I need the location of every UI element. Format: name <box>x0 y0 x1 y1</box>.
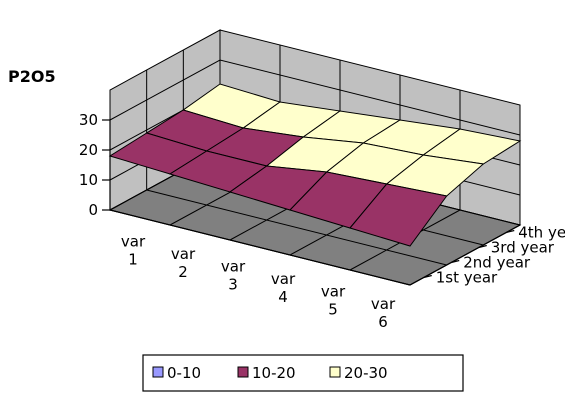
legend-label: 10-20 <box>252 364 296 382</box>
x-tick-label-line: 4 <box>278 288 288 306</box>
x-tick-label: var 4 <box>271 270 296 306</box>
floor-gridline <box>146 189 447 266</box>
legend-swatch <box>152 366 164 378</box>
x-tick-label: var 2 <box>171 245 196 281</box>
surface-plot <box>108 83 522 247</box>
x-axis: var 1 var 2 var 3 var 4 var 5 var 6 <box>109 209 411 331</box>
z-tick-label: 10 <box>79 171 98 189</box>
legend-label: 20-30 <box>344 364 388 382</box>
z-axis-title: P2O5 <box>8 67 56 86</box>
y-tick <box>423 274 432 279</box>
x-tick-label: var 6 <box>371 295 396 331</box>
y-tick <box>506 229 515 234</box>
y-axis-line <box>409 224 521 286</box>
surface-cell <box>349 183 448 247</box>
legend-swatch <box>237 366 249 378</box>
x-tick-label-line: var <box>321 282 346 300</box>
x-tick-label-line: 1 <box>128 250 138 268</box>
y-tick-label: 2nd year <box>463 254 531 272</box>
x-tick-label: var 3 <box>221 257 246 293</box>
y-tick-label: 3rd year <box>491 239 555 257</box>
x-tick-label-line: var <box>121 232 146 250</box>
x-tick-label-line: 6 <box>378 313 388 331</box>
x-tick-label: var 5 <box>321 282 346 318</box>
y-tick-label: 4th year <box>518 224 565 242</box>
legend-swatch <box>329 366 341 378</box>
legend-label: 0-10 <box>167 364 201 382</box>
y-tick <box>451 259 460 264</box>
x-tick-label: var 1 <box>121 232 146 268</box>
z-tick-label: 0 <box>88 201 98 219</box>
y-tick-label: 1st year <box>436 269 498 287</box>
z-axis: 0 10 20 30 <box>79 111 111 219</box>
legend-box <box>142 354 464 392</box>
x-axis-line <box>109 209 411 286</box>
x-tick-label-line: var <box>271 270 296 288</box>
x-tick-label-line: var <box>221 257 246 275</box>
z-tick-label: 30 <box>79 111 98 129</box>
legend: 0-10 10-20 20-30 <box>142 354 464 392</box>
x-tick-label-line: 5 <box>328 300 338 318</box>
x-tick-label-line: var <box>371 295 396 313</box>
x-tick-label-line: 3 <box>228 275 238 293</box>
x-tick-label-line: var <box>171 245 196 263</box>
z-tick-label: 20 <box>79 141 98 159</box>
x-tick-label-line: 2 <box>178 263 188 281</box>
y-tick <box>478 244 487 249</box>
